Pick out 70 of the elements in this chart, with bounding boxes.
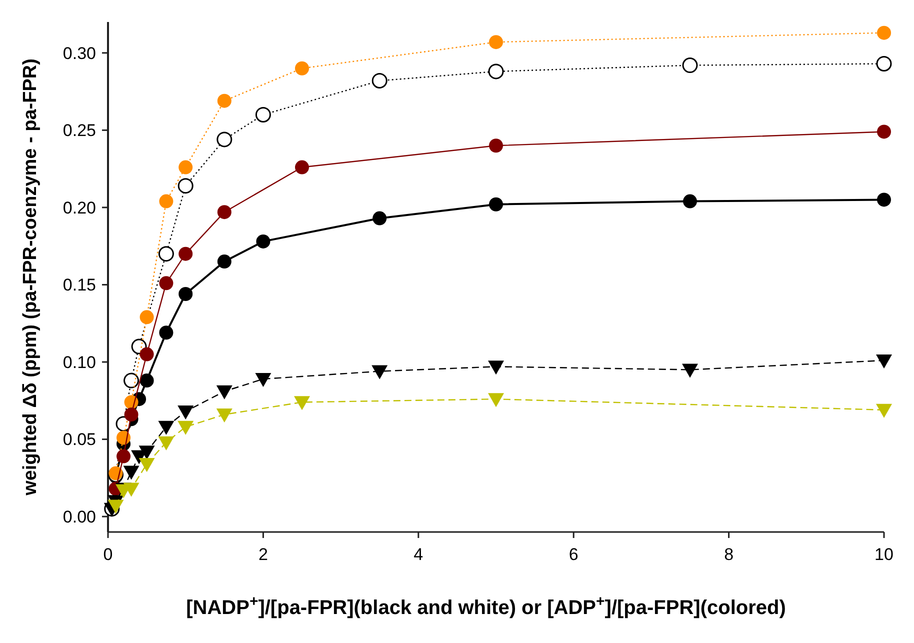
point bbox=[108, 466, 123, 480]
y-tick-label: 0.05 bbox=[62, 430, 96, 450]
point bbox=[682, 58, 698, 74]
point bbox=[876, 354, 892, 368]
point bbox=[178, 246, 193, 261]
point bbox=[683, 194, 697, 208]
point bbox=[877, 192, 891, 207]
point bbox=[138, 446, 155, 460]
point bbox=[178, 420, 194, 435]
point bbox=[216, 132, 232, 148]
y-tick-label: 0.00 bbox=[62, 507, 96, 526]
x-tick-label: 6 bbox=[568, 545, 578, 564]
point bbox=[488, 64, 504, 80]
point bbox=[294, 396, 310, 410]
y-tick-label: 0.25 bbox=[62, 121, 96, 140]
point bbox=[116, 449, 131, 464]
point bbox=[217, 94, 232, 108]
point bbox=[123, 466, 140, 480]
point bbox=[178, 160, 193, 174]
point bbox=[682, 364, 698, 378]
point bbox=[140, 310, 154, 324]
y-tick-label: 0.20 bbox=[62, 198, 96, 218]
point bbox=[372, 365, 388, 380]
y-tick-label: 0.15 bbox=[62, 276, 96, 295]
point bbox=[256, 234, 270, 248]
point bbox=[876, 56, 892, 72]
point bbox=[123, 482, 140, 497]
x-tick-label: 0 bbox=[103, 545, 113, 564]
point bbox=[159, 194, 174, 208]
x-tick-label: 8 bbox=[724, 545, 734, 564]
point bbox=[158, 246, 174, 262]
point bbox=[124, 372, 140, 388]
point bbox=[295, 160, 309, 174]
point bbox=[158, 436, 174, 450]
point bbox=[158, 420, 174, 435]
point bbox=[295, 61, 309, 76]
point bbox=[877, 26, 891, 40]
x-tick-label: 2 bbox=[258, 545, 268, 564]
point bbox=[217, 205, 232, 220]
point bbox=[140, 347, 154, 362]
point bbox=[489, 197, 503, 212]
x-axis-title: [NADP$^{+}$]/[pa-FPR](black and white) or [ADP$^{+}$]/[pa-FPR](colored) bbox=[186, 592, 786, 619]
point bbox=[140, 374, 154, 388]
point bbox=[489, 138, 503, 153]
point bbox=[488, 393, 504, 408]
point bbox=[877, 124, 891, 139]
point bbox=[216, 385, 232, 400]
point bbox=[108, 500, 124, 514]
y-axis-title: weighted Δδ (ppm) (pa-FPR-coenzyme - pa-FPR) bbox=[20, 58, 41, 496]
point bbox=[124, 408, 138, 422]
point bbox=[489, 35, 503, 50]
point bbox=[372, 72, 388, 88]
point bbox=[159, 276, 174, 290]
point bbox=[178, 178, 194, 194]
y-tick-label: 0.30 bbox=[62, 44, 96, 63]
x-tick-label: 10 bbox=[874, 545, 894, 564]
point bbox=[159, 326, 174, 340]
point bbox=[876, 404, 892, 418]
point bbox=[178, 287, 193, 301]
point bbox=[372, 211, 387, 226]
y-tick-label: 0.10 bbox=[62, 352, 96, 372]
x-tick-label: 4 bbox=[414, 545, 424, 564]
point bbox=[216, 408, 232, 423]
point bbox=[116, 430, 131, 445]
point bbox=[138, 458, 155, 472]
point bbox=[217, 254, 232, 269]
point bbox=[255, 373, 272, 387]
point bbox=[255, 106, 271, 122]
point bbox=[178, 405, 194, 420]
point bbox=[488, 360, 504, 375]
